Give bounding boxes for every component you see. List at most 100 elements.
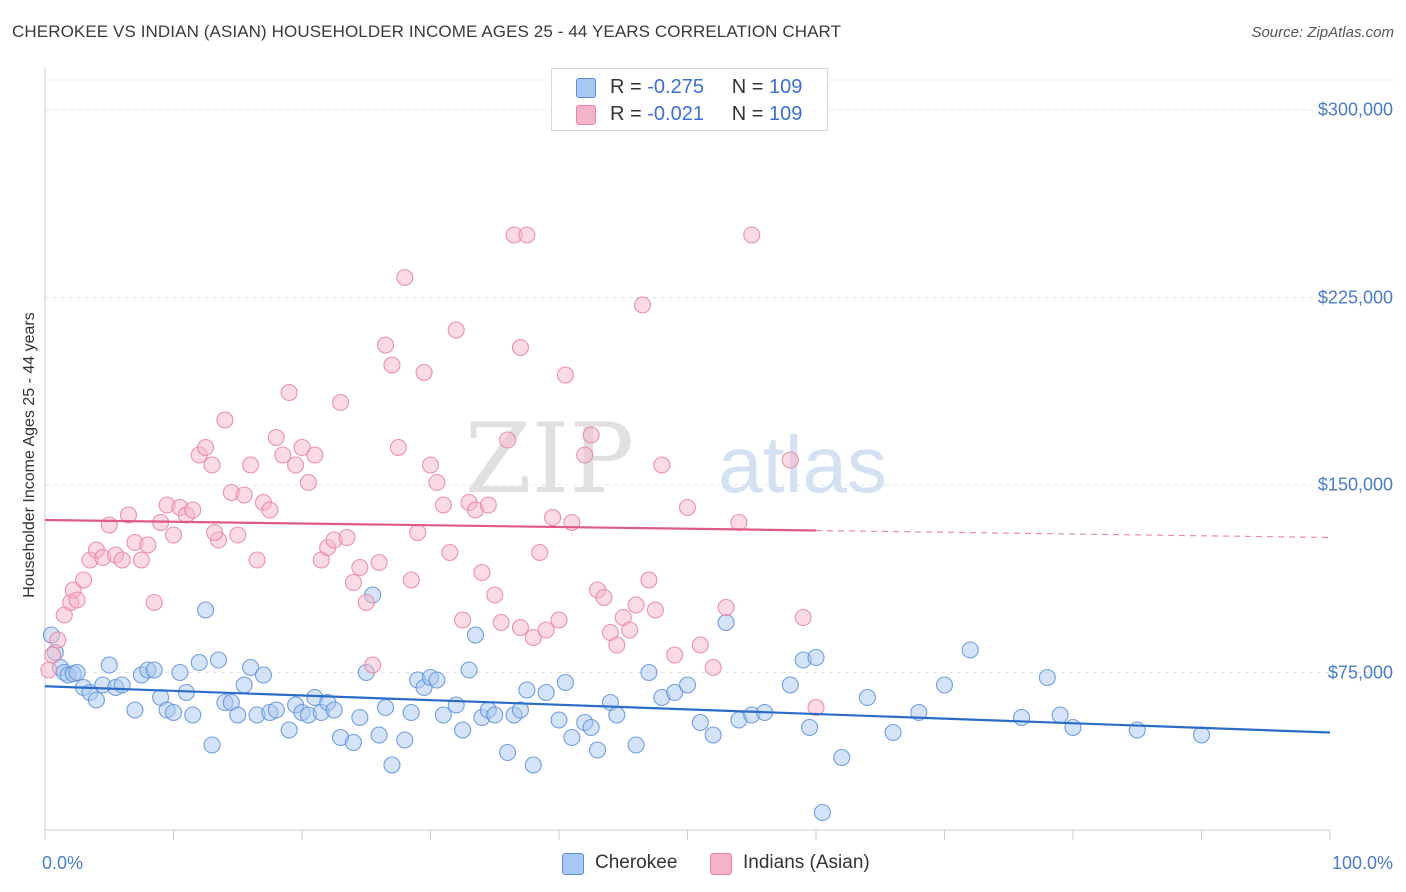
indian-point: [473, 563, 491, 582]
y-tick-150000: $150,000: [1317, 474, 1393, 495]
indian-point: [524, 628, 542, 647]
cherokee-point: [858, 688, 876, 707]
watermark-atlas: atlas: [718, 420, 887, 509]
cherokee-point: [402, 703, 420, 722]
indian-trend-line-solid: [44, 518, 817, 532]
cherokee-point: [447, 696, 465, 714]
n-value: 109: [769, 76, 803, 98]
cherokee-point: [1064, 718, 1082, 737]
indian-point: [113, 551, 131, 569]
cherokee-point: [460, 661, 478, 679]
indian-point: [376, 336, 395, 354]
indian-point: [640, 571, 658, 589]
indian-point: [274, 446, 292, 464]
indian-point: [556, 366, 574, 384]
cherokee-point: [87, 691, 105, 709]
indian-point: [139, 536, 157, 554]
r-label: R =: [610, 103, 642, 125]
cherokee-point: [627, 736, 645, 754]
y-axis-label: Householder Income Ages 25 - 44 years: [21, 312, 38, 598]
cherokee-point: [666, 683, 684, 702]
indian-point: [454, 611, 472, 629]
cherokee-point: [428, 671, 446, 689]
cherokee-point: [351, 708, 369, 727]
stats-legend: R = -0.275 N = 109 R = -0.021 N = 109: [551, 68, 828, 131]
cherokee-point: [434, 706, 452, 724]
cherokee-point: [171, 663, 189, 682]
cherokee-trend-line-solid: [44, 685, 1331, 734]
cherokee-point: [145, 661, 163, 679]
indian-point: [203, 456, 221, 474]
indian-point: [704, 658, 722, 677]
cherokee-point: [203, 736, 221, 754]
n-value: 109: [769, 103, 803, 125]
y-tick-300000: $300,000: [1317, 99, 1393, 120]
cherokee-point: [242, 658, 260, 677]
indian-point: [646, 601, 664, 619]
cherokee-point: [1051, 706, 1069, 724]
indian-trend-line-dashed: [815, 529, 1331, 539]
indian-point: [441, 543, 459, 562]
indian-point: [331, 393, 350, 412]
cherokee-legend-swatch: [562, 853, 584, 875]
cherokee-point: [807, 648, 825, 667]
indian-point: [608, 636, 626, 654]
trend-lines: [44, 518, 1331, 734]
indian-point: [550, 611, 568, 629]
watermark-zip: ZIP: [465, 403, 634, 515]
cherokee-point: [267, 701, 285, 719]
indian-legend-swatch: [710, 853, 732, 875]
cherokee-point: [197, 601, 215, 619]
indian-point: [280, 383, 298, 402]
n-label: N =: [731, 76, 764, 98]
indian-point: [447, 321, 465, 339]
cherokee-point: [113, 676, 131, 694]
indian-point: [730, 513, 748, 532]
indian-point: [582, 426, 600, 444]
indian-point: [344, 573, 362, 592]
y-tick-75000: $75,000: [1327, 662, 1393, 682]
indian-point: [781, 451, 799, 469]
indian-point: [287, 456, 305, 474]
x-tick-max: 100.0%: [1331, 853, 1393, 873]
cherokee-legend-label: Cherokee: [595, 852, 678, 873]
cherokee-point: [704, 726, 722, 744]
indian-point: [717, 598, 735, 617]
watermark: ZIP atlas: [465, 403, 887, 515]
cherokee-point: [691, 713, 709, 732]
cherokee-point: [370, 726, 388, 744]
x-tick-min: 0.0%: [42, 853, 84, 873]
cherokee-swatch: [576, 78, 596, 98]
indian-point: [370, 553, 388, 572]
indian-points: [40, 226, 825, 717]
cherokee-point: [280, 721, 298, 739]
cherokee-point: [781, 676, 799, 694]
indian-point: [499, 431, 517, 449]
cherokee-point: [588, 741, 607, 759]
cherokee-point: [556, 673, 574, 692]
cherokee-point: [518, 681, 536, 699]
cherokee-point: [254, 666, 273, 684]
indian-point: [434, 496, 452, 514]
indian-point: [794, 608, 812, 627]
indian-point: [235, 486, 253, 504]
cherokee-point: [126, 701, 144, 719]
indian-point: [492, 613, 510, 632]
indian-point: [299, 473, 317, 492]
cherokee-point: [344, 733, 362, 752]
cherokee-point: [717, 613, 735, 632]
cherokee-point: [1013, 708, 1031, 727]
cherokee-point: [396, 731, 414, 749]
cherokee-point: [833, 748, 851, 767]
indian-swatch: [576, 105, 596, 125]
cherokee-point: [678, 676, 697, 694]
chart-title: CHEROKEE VS INDIAN (ASIAN) HOUSEHOLDER I…: [12, 22, 842, 41]
cherokee-point: [164, 703, 183, 722]
indian-point: [206, 523, 224, 542]
cherokee-point: [466, 626, 485, 644]
cherokee-point: [608, 706, 626, 724]
n-label: N =: [731, 103, 764, 125]
indian-point: [486, 586, 504, 604]
cherokee-point: [801, 718, 819, 737]
